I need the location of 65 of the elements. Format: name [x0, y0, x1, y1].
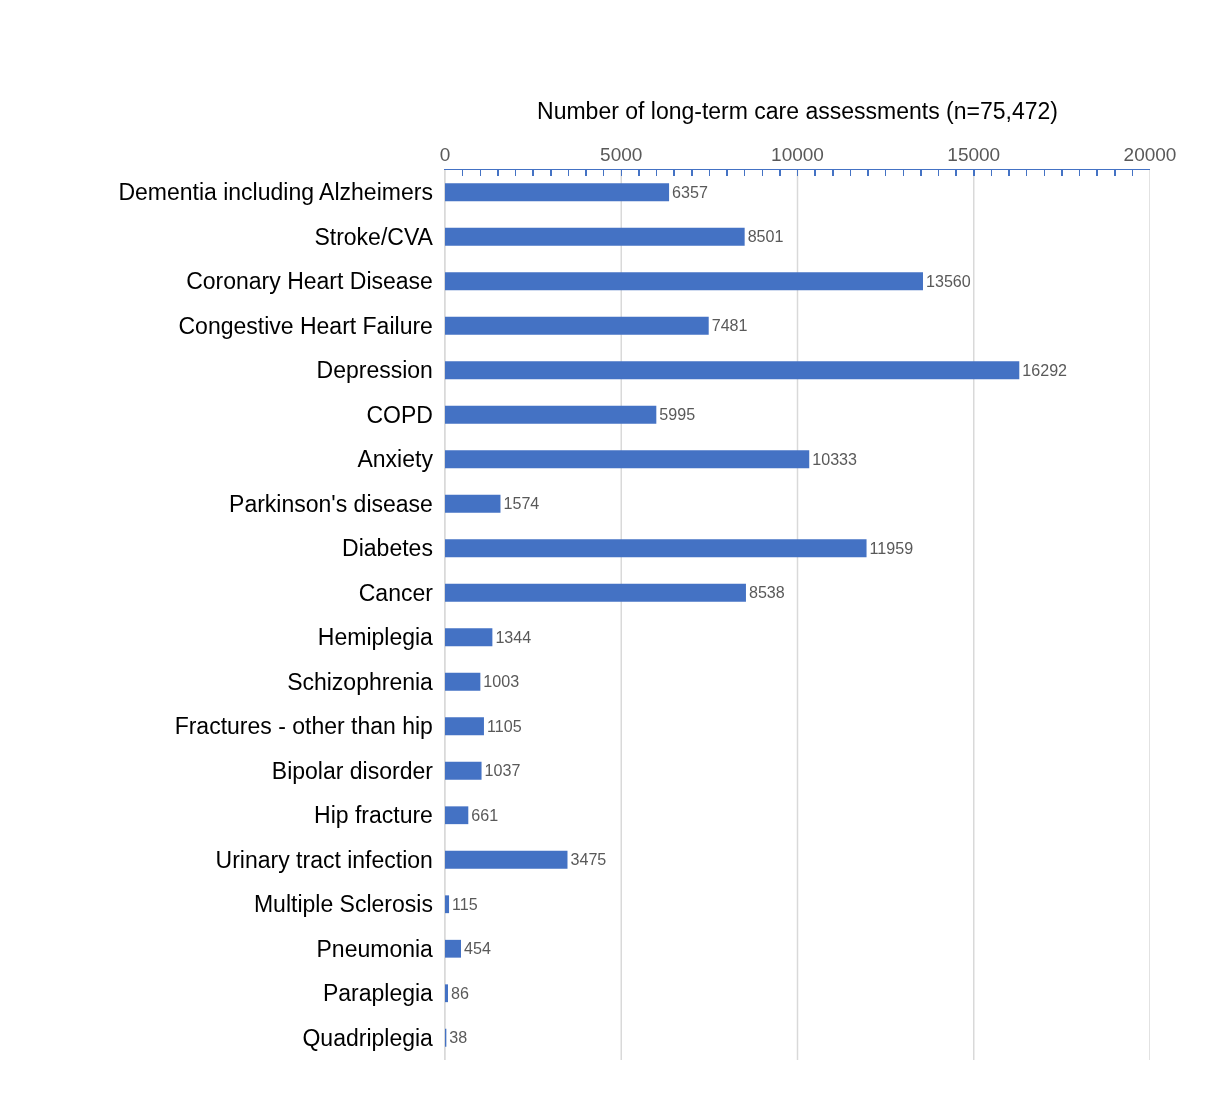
bar [445, 450, 810, 469]
data-label: 1344 [495, 627, 532, 646]
data-label: 38 [449, 1028, 468, 1047]
y-tick-label: Coronary Heart Disease [186, 268, 433, 295]
bar [445, 539, 867, 558]
bar [445, 227, 745, 246]
bar [445, 405, 657, 424]
data-label: 1574 [503, 494, 540, 513]
data-label: 3475 [570, 850, 607, 869]
x-tick-label: 20000 [1123, 143, 1177, 165]
data-label: 16292 [1022, 360, 1068, 379]
y-tick-label: Bipolar disorder [271, 757, 434, 784]
y-tick-label: Fractures - other than hip [174, 713, 433, 740]
y-tick-label: Stroke/CVA [314, 223, 434, 250]
x-tick-label: 0 [439, 143, 451, 165]
data-label: 1003 [483, 672, 520, 691]
bar [445, 183, 670, 202]
bar [445, 361, 1020, 380]
y-tick-label: Parkinson's disease [229, 490, 433, 517]
y-tick-label: Hip fracture [314, 802, 433, 829]
y-tick-label: Dementia including Alzheimers [118, 179, 433, 206]
bar [445, 761, 482, 780]
y-tick-label: COPD [366, 401, 433, 428]
bar [445, 272, 923, 291]
bar [445, 806, 469, 825]
bar [445, 672, 481, 691]
x-axis-title: Number of long-term care assessments (n=75,472) [537, 97, 1058, 124]
y-tick-label: Schizophrenia [287, 668, 434, 695]
y-tick-label: Multiple Sclerosis [253, 891, 433, 918]
x-tick-label: 5000 [600, 143, 643, 165]
y-tick-label: Depression [316, 357, 433, 384]
data-label: 86 [451, 983, 469, 1002]
data-label: 10333 [812, 449, 858, 468]
bar [445, 583, 746, 602]
data-label: 454 [464, 939, 491, 958]
data-label: 661 [471, 805, 499, 824]
y-tick-label: Hemiplegia [317, 624, 434, 651]
y-tick-label: Diabetes [342, 535, 433, 562]
data-label: 11959 [869, 538, 914, 557]
data-label: 8538 [748, 583, 785, 602]
data-label: 1105 [486, 716, 522, 735]
y-tick-label: Quadriplegia [302, 1024, 434, 1051]
y-tick-label: Congestive Heart Failure [178, 312, 433, 339]
y-tick-label: Paraplegia [322, 980, 434, 1007]
bar [445, 316, 709, 335]
data-label: 8501 [747, 227, 784, 246]
bar [445, 939, 461, 958]
x-tick-label: 15000 [947, 143, 1001, 165]
y-tick-label: Urinary tract infection [215, 846, 433, 873]
bar [445, 717, 484, 736]
y-tick-label: Cancer [358, 579, 434, 606]
bar [445, 895, 450, 914]
bar [445, 628, 493, 647]
bar [445, 850, 568, 869]
data-label: 1037 [484, 761, 521, 780]
y-tick-label: Pneumonia [316, 935, 434, 962]
bar [445, 494, 501, 513]
data-label: 13560 [926, 271, 971, 290]
data-label: 6357 [672, 182, 708, 201]
x-tick-label: 10000 [771, 143, 824, 165]
data-label: 115 [452, 894, 478, 913]
data-label: 5995 [659, 405, 696, 424]
data-label: 7481 [711, 316, 748, 335]
bar [445, 984, 449, 1003]
y-tick-label: Anxiety [357, 446, 434, 473]
